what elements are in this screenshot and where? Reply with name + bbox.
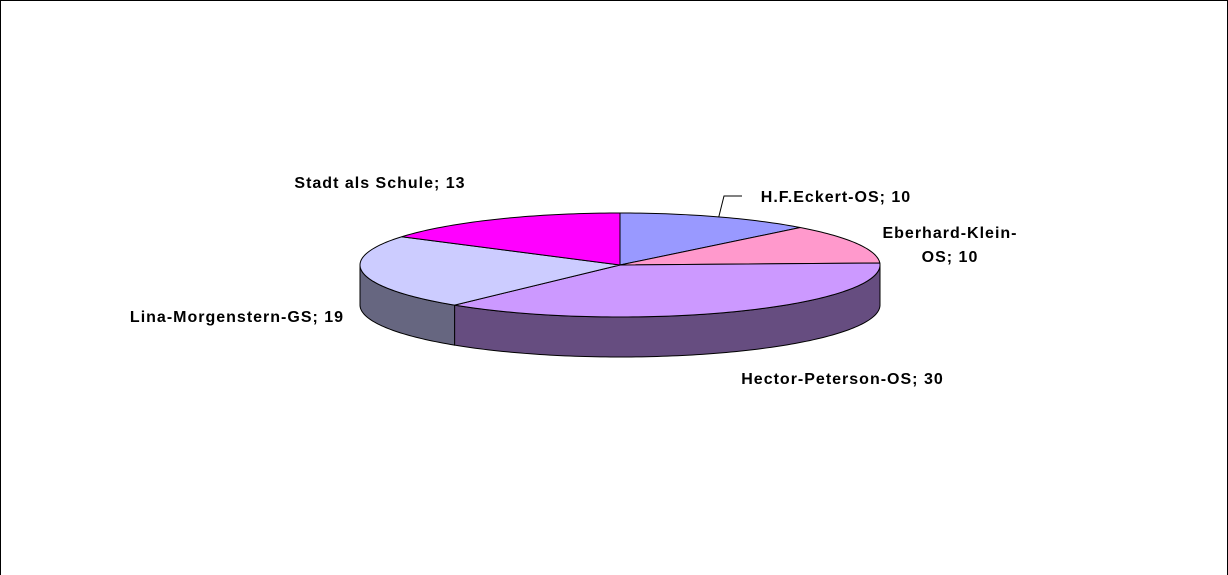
leader-line — [717, 195, 742, 221]
slice — [359, 236, 621, 306]
slice — [619, 227, 881, 266]
data-label: H.F.Eckert-OS; 10 — [760, 189, 912, 206]
data-label: Stadt als Schule; 13 — [294, 175, 466, 192]
data-label: Hector-Peterson-OS; 30 — [741, 371, 944, 388]
data-label: Eberhard-Klein-OS; 10 — [882, 225, 1018, 266]
slice — [454, 262, 881, 318]
slice — [619, 212, 801, 266]
data-label: Lina-Morgenstern-GS; 19 — [129, 309, 345, 326]
slice — [401, 212, 621, 266]
